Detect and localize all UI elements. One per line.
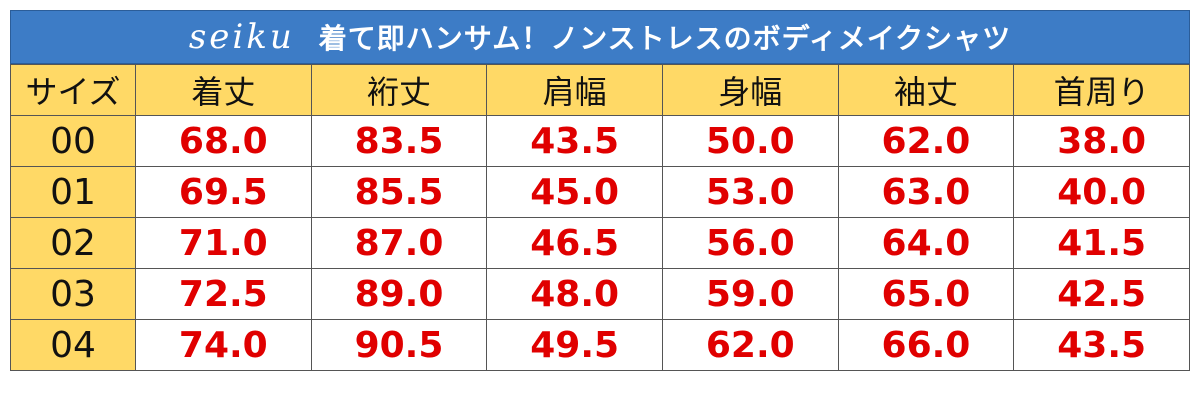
header-bar: seiku 着て即ハンサム！ノンストレスのボディメイクシャツ — [10, 10, 1190, 64]
size-label: 03 — [10, 268, 136, 320]
measurement: 90.5 — [310, 319, 488, 371]
measurement: 74.0 — [135, 319, 312, 371]
measurement: 64.0 — [837, 217, 1015, 269]
measurement: 40.0 — [1013, 166, 1190, 218]
measurement: 68.0 — [135, 115, 312, 167]
brand: seiku — [188, 17, 295, 57]
measurement: 71.0 — [135, 217, 312, 269]
header-row: サイズ 着丈 裄丈 肩幅 身幅 袖丈 首周り — [10, 64, 1190, 116]
measurement: 83.5 — [310, 115, 488, 167]
size-label: 02 — [10, 217, 136, 269]
measurement: 45.0 — [486, 166, 663, 218]
measurement: 62.0 — [837, 115, 1015, 167]
measurement: 59.0 — [661, 268, 839, 320]
measurement: 50.0 — [661, 115, 839, 167]
measurement: 66.0 — [837, 319, 1015, 371]
measurement: 85.5 — [310, 166, 488, 218]
column-header: 裄丈 — [310, 64, 488, 116]
measurement: 48.0 — [486, 268, 663, 320]
measurement: 49.5 — [486, 319, 663, 371]
measurement: 43.5 — [486, 115, 663, 167]
column-header: サイズ — [10, 64, 136, 116]
data-row: 00 68.0 83.5 43.5 50.0 62.0 38.0 — [10, 115, 1190, 167]
column-header: 身幅 — [661, 64, 839, 116]
title: 着て即ハンサム！ノンストレスのボディメイクシャツ — [318, 22, 1012, 55]
data-row: 04 74.0 90.5 49.5 62.0 66.0 43.5 — [10, 319, 1190, 371]
measurement: 53.0 — [661, 166, 839, 218]
measurement: 89.0 — [310, 268, 488, 320]
measurement: 62.0 — [661, 319, 839, 371]
size-label: 00 — [10, 115, 136, 167]
measurement: 63.0 — [837, 166, 1015, 218]
measurement: 43.5 — [1013, 319, 1190, 371]
column-header: 袖丈 — [837, 64, 1015, 116]
measurement: 56.0 — [661, 217, 839, 269]
measurement: 38.0 — [1013, 115, 1190, 167]
data-row: 03 72.5 89.0 48.0 59.0 65.0 42.5 — [10, 268, 1190, 320]
size-chart: seiku 着て即ハンサム！ノンストレスのボディメイクシャツ サイズ 着丈 裄丈 肩幅… — [10, 10, 1190, 371]
column-header: 着丈 — [135, 64, 312, 116]
measurement: 65.0 — [837, 268, 1015, 320]
size-table: サイズ 着丈 裄丈 肩幅 身幅 袖丈 首周り 00 68.0 83.5 43.5 50.0 62.0 38… — [10, 64, 1190, 371]
column-header: 肩幅 — [486, 64, 663, 116]
data-row: 01 69.5 85.5 45.0 53.0 63.0 40.0 — [10, 166, 1190, 218]
column-header: 首周り — [1013, 64, 1190, 116]
measurement: 42.5 — [1013, 268, 1190, 320]
size-label: 04 — [10, 319, 136, 371]
measurement: 87.0 — [310, 217, 488, 269]
size-label: 01 — [10, 166, 136, 218]
measurement: 72.5 — [135, 268, 312, 320]
measurement: 41.5 — [1013, 217, 1190, 269]
measurement: 69.5 — [135, 166, 312, 218]
data-row: 02 71.0 87.0 46.5 56.0 64.0 41.5 — [10, 217, 1190, 269]
measurement: 46.5 — [486, 217, 663, 269]
